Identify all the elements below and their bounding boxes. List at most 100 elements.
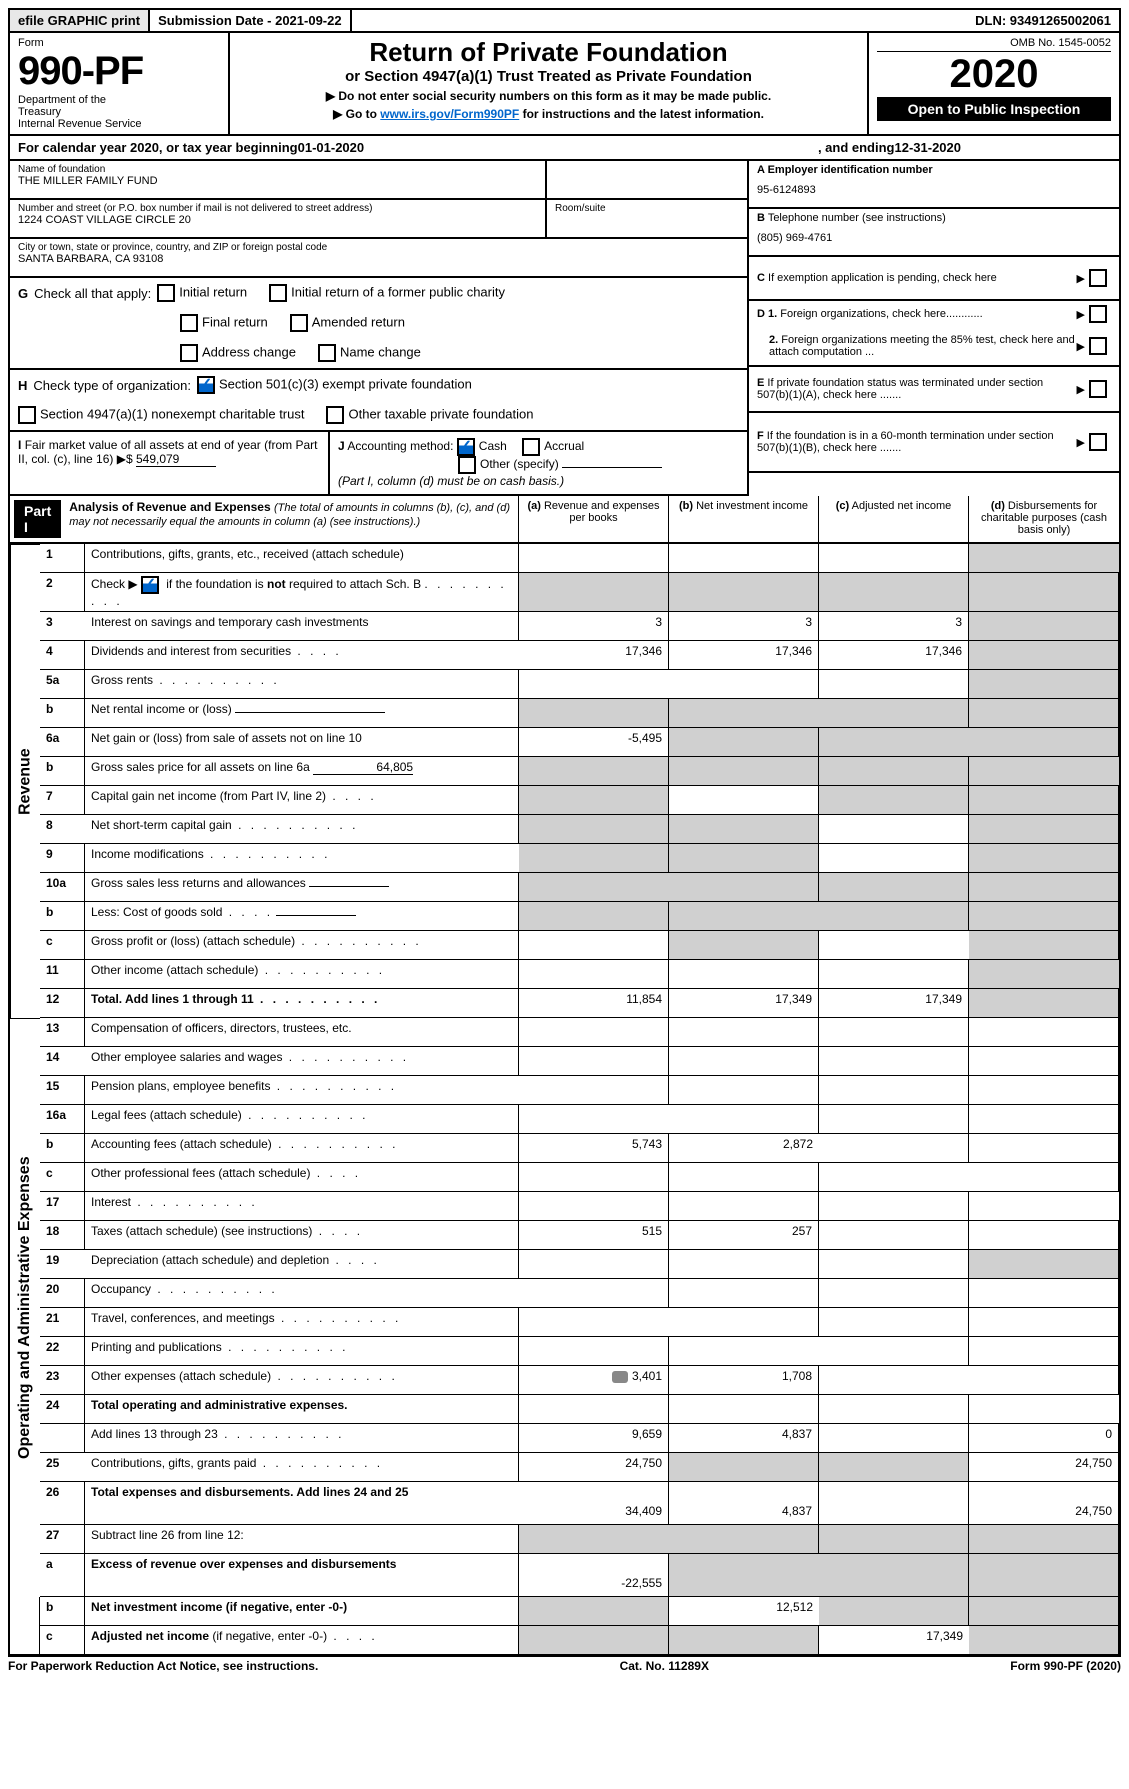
r16c: Other professional fees (attach schedule… <box>85 1163 519 1192</box>
cb-other-spec[interactable] <box>458 456 476 474</box>
g-label: G <box>18 286 28 301</box>
c-letter: C <box>757 272 765 284</box>
cb-other-taxable[interactable] <box>326 406 344 424</box>
city-label: City or town, state or province, country… <box>18 242 739 253</box>
r6a: Net gain or (loss) from sale of assets n… <box>85 728 519 757</box>
cb-address-change[interactable] <box>180 344 198 362</box>
r1: Contributions, gifts, grants, etc., rece… <box>85 544 519 573</box>
n10b: b <box>40 902 85 931</box>
footer: For Paperwork Reduction Act Notice, see … <box>8 1657 1121 1675</box>
h-row2: Section 4947(a)(1) nonexempt charitable … <box>10 400 747 432</box>
e-letter: E <box>757 377 764 389</box>
r23b: 1,708 <box>669 1366 819 1395</box>
schedule-icon[interactable] <box>612 1371 628 1383</box>
n4: 4 <box>40 641 85 670</box>
g-row3: Address change Name change <box>10 338 747 370</box>
cb-4947[interactable] <box>18 406 36 424</box>
r16bb: 2,872 <box>669 1134 819 1163</box>
j-other: Other (specify) <box>480 457 559 471</box>
submission-date: Submission Date - 2021-09-22 <box>150 10 352 31</box>
col-b-letter: (b) <box>679 500 693 512</box>
j-label: J <box>338 439 345 453</box>
addr-label: Number and street (or P.O. box number if… <box>18 203 537 214</box>
analysis-grid: Revenue 1Contributions, gifts, grants, e… <box>8 544 1121 1657</box>
col-b: Net investment income <box>696 500 808 512</box>
phone: (805) 969-4761 <box>757 232 1111 244</box>
irs-link[interactable]: www.irs.gov/Form990PF <box>380 107 519 121</box>
room-label: Room/suite <box>555 203 739 214</box>
r9: Income modifications <box>85 844 519 873</box>
b-text: Telephone number (see instructions) <box>768 212 946 224</box>
note2-post: for instructions and the latest informat… <box>519 107 764 121</box>
r7: Capital gain net income (from Part IV, l… <box>85 786 519 815</box>
cb-d2[interactable] <box>1089 337 1107 355</box>
h-label: H <box>18 378 27 393</box>
year: 2020 <box>877 52 1111 97</box>
h-o3: Other taxable private foundation <box>348 406 533 421</box>
n21: 21 <box>40 1308 85 1337</box>
cb-sch-b[interactable] <box>141 576 159 594</box>
cb-d1[interactable] <box>1089 305 1107 323</box>
footer-left: For Paperwork Reduction Act Notice, see … <box>8 1659 318 1673</box>
note-2: ▶ Go to www.irs.gov/Form990PF for instru… <box>238 107 859 121</box>
r27cc: 17,349 <box>819 1626 969 1655</box>
dept-1: Department of the <box>18 94 220 106</box>
ein: 95-6124893 <box>757 184 1111 196</box>
r12c: 17,349 <box>819 989 969 1018</box>
footer-right: Form 990-PF (2020) <box>1010 1659 1121 1673</box>
g-o2: Initial return of a former public charit… <box>291 284 505 299</box>
cb-initial-former[interactable] <box>269 284 287 302</box>
r6a-a: -5,495 <box>519 728 669 757</box>
cb-initial-return[interactable] <box>157 284 175 302</box>
d1-text: Foreign organizations, check here.......… <box>780 308 982 320</box>
j-accrual: Accrual <box>544 439 584 453</box>
cb-name-change[interactable] <box>318 344 336 362</box>
n13: 13 <box>40 1018 85 1047</box>
r12a: 11,854 <box>519 989 669 1018</box>
dept-2: Treasury <box>18 106 220 118</box>
r21: Travel, conferences, and meetings <box>85 1308 519 1337</box>
r15: Pension plans, employee benefits <box>85 1076 519 1105</box>
r13: Compensation of officers, directors, tru… <box>85 1018 519 1047</box>
n27a: a <box>40 1554 85 1597</box>
cb-final-return[interactable] <box>180 314 198 332</box>
cb-accrual[interactable] <box>522 438 540 456</box>
cb-501c3[interactable] <box>197 376 215 394</box>
omb: OMB No. 1545-0052 <box>877 37 1111 52</box>
g-o5: Address change <box>202 344 296 359</box>
n12: 12 <box>40 989 85 1018</box>
cal-pre: For calendar year 2020, or tax year begi… <box>18 140 298 155</box>
n6a: 6a <box>40 728 85 757</box>
g-o3: Final return <box>202 314 268 329</box>
cb-f[interactable] <box>1089 433 1107 451</box>
cb-c[interactable] <box>1089 269 1107 287</box>
form-label: Form <box>18 37 220 49</box>
r12: Total. Add lines 1 through 11 <box>85 989 519 1018</box>
n3: 3 <box>40 612 85 641</box>
r5a: Gross rents <box>85 670 519 699</box>
n16b: b <box>40 1134 85 1163</box>
addr: 1224 COAST VILLAGE CIRCLE 20 <box>18 214 537 226</box>
r2: Check ▶ if the foundation is not require… <box>85 573 519 612</box>
cb-cash[interactable] <box>457 438 475 456</box>
n5b: b <box>40 699 85 728</box>
cb-amended[interactable] <box>290 314 308 332</box>
n27c: c <box>40 1626 85 1655</box>
note2-pre: ▶ Go to <box>333 107 380 121</box>
cb-e[interactable] <box>1089 380 1107 398</box>
efile-print-btn[interactable]: efile GRAPHIC print <box>10 10 150 31</box>
footer-mid: Cat. No. 11289X <box>620 1659 709 1673</box>
g-text: Check all that apply: <box>34 286 151 301</box>
n23: 23 <box>40 1366 85 1395</box>
cal-mid: , and ending <box>818 140 895 155</box>
form-number: 990-PF <box>18 49 220 94</box>
d2-text: Foreign organizations meeting the 85% te… <box>769 334 1075 358</box>
r4b: 17,346 <box>669 641 819 670</box>
f-text: If the foundation is in a 60-month termi… <box>757 430 1054 454</box>
h-row: H Check type of organization: Section 50… <box>10 370 747 400</box>
n16a: 16a <box>40 1105 85 1134</box>
r24bd: 0 <box>969 1424 1119 1453</box>
r19: Depreciation (attach schedule) and deple… <box>85 1250 519 1279</box>
dln: DLN: 93491265002061 <box>967 10 1119 31</box>
j-note: (Part I, column (d) must be on cash basi… <box>338 474 564 488</box>
